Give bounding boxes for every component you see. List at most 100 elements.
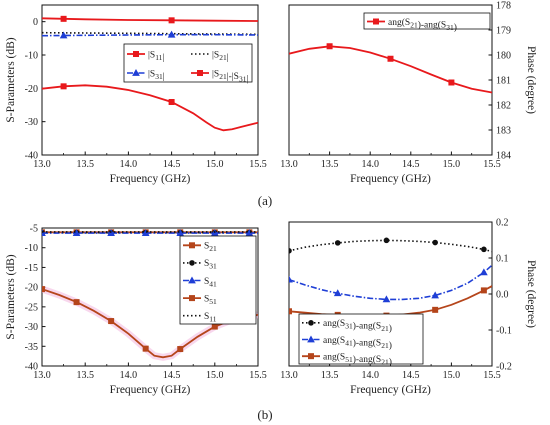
x-tick-label: 14.0 <box>361 370 379 381</box>
legend-swatch-marker <box>308 353 314 360</box>
y-tick-label: -20 <box>25 283 38 294</box>
series-1-marker <box>333 289 342 297</box>
series-1-marker <box>480 268 488 276</box>
legend-swatch-marker <box>133 51 139 57</box>
series-layer <box>42 15 258 132</box>
x-tick-label: 14.5 <box>402 159 420 170</box>
series-2-marker <box>432 306 439 313</box>
legend-swatch-marker <box>307 335 315 343</box>
series-line-3 <box>42 17 258 22</box>
series-0-marker <box>334 240 341 246</box>
x-tick-label: 15.0 <box>443 159 461 170</box>
x-tick-label: 15.5 <box>483 159 501 170</box>
series-0-marker <box>387 55 394 62</box>
series-3-marker <box>177 346 184 353</box>
series-0-marker <box>448 79 455 86</box>
series-1-marker <box>431 291 440 299</box>
series-line-1 <box>289 264 492 301</box>
series-0-marker <box>326 43 333 50</box>
legend-entry-label: ang(S21)-ang(S31) <box>388 17 457 33</box>
x-axis-label: Frequency (GHz) <box>350 173 431 185</box>
series-3-marker <box>142 345 149 352</box>
y-tick-label: 184 <box>496 151 511 162</box>
legend-box <box>123 43 253 83</box>
x-tick-label: 15.0 <box>206 159 224 170</box>
x-tick-label: 15.5 <box>249 159 267 170</box>
series-2-marker <box>141 229 150 237</box>
series-2-marker <box>289 308 292 315</box>
x-tick-label: 15.0 <box>206 370 224 381</box>
series-0-marker <box>383 237 390 244</box>
y-tick-label: 0.1 <box>496 254 509 265</box>
legend-entry-label: S31 <box>204 259 217 271</box>
y-axis-label: Phase (degree) <box>525 260 537 328</box>
x-axis-label: Frequency (GHz) <box>110 173 191 185</box>
x-tick-label: 13.5 <box>76 370 94 381</box>
legend: |S11| |S21| |S31| |S21|-|S31| <box>123 43 253 84</box>
y-axis-label: S-Parameters (dB) <box>5 254 17 339</box>
series-line-2 <box>289 285 492 317</box>
series-3-marker <box>42 286 45 293</box>
chart-a-left: 13.0 13.5 14.0 14.5 15.0 15.5 0 -10 -20 -30 -40 Fre… <box>5 4 267 185</box>
y-tick-label: -25 <box>25 302 38 313</box>
y-tick-label: -10 <box>25 243 38 254</box>
legend-box <box>363 12 491 30</box>
legend-entry-label: S11 <box>204 312 217 324</box>
series-2-marker <box>42 229 46 237</box>
series-layer <box>289 43 492 94</box>
series-3-marker <box>60 15 67 22</box>
x-tick-label: 13.0 <box>33 159 51 170</box>
y-tick-label: 179 <box>496 26 511 37</box>
x-axis-label: Frequency (GHz) <box>110 384 191 396</box>
legend: ang(S31)-ang(S21)ang(S41)-ang(S21)ang(S5… <box>298 313 424 367</box>
x-tick-label: 13.0 <box>280 159 298 170</box>
series-2-marker <box>480 287 487 294</box>
legend-swatch-marker <box>189 242 195 249</box>
series-0-marker <box>289 248 292 254</box>
x-tick-label: 13.0 <box>280 370 298 381</box>
legend-entry-label: S41 <box>204 277 217 289</box>
series-1-marker <box>289 275 293 283</box>
series-2-marker <box>72 229 81 237</box>
legend-entry-label: |S21| <box>212 50 229 63</box>
series-line-2 <box>42 33 258 37</box>
legend-swatch-marker <box>197 70 203 76</box>
x-tick-label: 14.0 <box>120 370 138 381</box>
y-tick-label: 183 <box>496 126 511 137</box>
series-line-1 <box>42 31 258 36</box>
series-2-marker <box>210 229 219 237</box>
series-0-marker <box>432 239 438 246</box>
y-tick-label: -40 <box>25 362 38 373</box>
y-axis-label: Phase (degree) <box>525 46 537 114</box>
series-line-0 <box>42 84 258 132</box>
legend-entry-label: |S21|-|S31| <box>212 69 248 84</box>
legend-entry-label: S21 <box>204 242 217 254</box>
x-axis-label: Frequency (GHz) <box>350 384 431 396</box>
series-0-marker <box>481 246 487 253</box>
x-tick-label: 13.0 <box>33 370 51 381</box>
legend-entry-label: ang(S41)-ang(S21) <box>323 335 392 351</box>
legend-entry-label: ang(S31)-ang(S21) <box>323 318 392 334</box>
series-layer <box>289 237 492 319</box>
caption-b: (b) <box>257 407 272 422</box>
legend-entry-label: |S11| <box>148 50 164 63</box>
legend-swatch-marker <box>188 276 196 284</box>
series-2-marker <box>176 229 185 237</box>
legend-swatch-marker <box>189 295 195 302</box>
legend-swatch-marker <box>132 68 140 76</box>
y-tick-label: 181 <box>496 76 511 87</box>
legend-swatch-marker <box>189 260 195 266</box>
x-tick-label: 14.5 <box>163 370 181 381</box>
y-tick-label: 180 <box>496 51 511 62</box>
series-2-marker <box>245 229 254 237</box>
y-tick-label: -0.1 <box>496 326 512 337</box>
x-tick-label: 15.5 <box>483 370 501 381</box>
legend-swatch-marker <box>373 18 379 25</box>
y-tick-label: -5 <box>30 224 38 235</box>
x-tick-label: 14.0 <box>361 159 379 170</box>
y-tick-label: 178 <box>496 1 511 12</box>
legend: ang(S21)-ang(S31) <box>363 12 491 33</box>
caption-a: (a) <box>258 193 272 208</box>
legend-swatch-marker <box>308 320 314 326</box>
